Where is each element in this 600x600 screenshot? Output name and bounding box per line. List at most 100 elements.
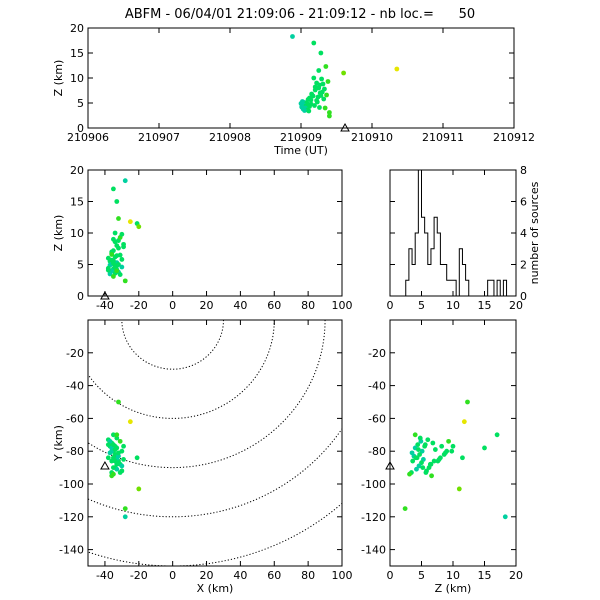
data-point [111,442,116,448]
data-point [109,458,115,464]
data-point [119,257,125,262]
y-tick-label: -140 [59,544,84,557]
data-point [111,186,116,192]
x-tick-label: 210912 [493,131,535,144]
histogram-bar [440,265,443,297]
x-tick-label: 100 [332,569,353,582]
x-axis-label: Z (km) [435,582,472,595]
data-point [432,447,438,452]
data-point [134,455,140,461]
histogram-bar [412,265,415,297]
y-tick-label: 15 [70,47,84,60]
data-point [419,448,425,454]
range-ring [88,427,342,518]
data-point [327,110,332,115]
data-point [460,455,465,461]
data-point [107,271,113,277]
x-axis-label: Time (UT) [273,144,328,157]
panel-1: 210906 210907 210908 210909 210910 210911 2109… [52,22,535,157]
panel-4: -40 -20 0 20 40 60 80 100 -20 -40 -60 -80 -100 -120 -1… [52,319,353,595]
x-tick-label: -40 [96,299,114,312]
x-tick-label: 0 [169,569,176,582]
data-point [419,460,424,466]
data-point [114,268,120,274]
x-tick-label: -20 [130,299,148,312]
y-tick-label: -80 [66,445,84,458]
x-tick-label: 210908 [209,131,251,144]
y-tick-label: 20 [70,164,84,177]
y-tick-label: -80 [368,445,386,458]
data-point [325,79,331,84]
station-marker [340,122,350,132]
x-axis-label: X (km) [197,582,234,595]
figure-title: ABFM - 06/04/01 21:09:06 - 21:09:12 - nb… [125,7,475,22]
x-tick-label: 210907 [138,131,180,144]
x-tick-label: -20 [130,569,148,582]
y-tick-label: -20 [368,347,386,360]
y-tick-label: -140 [361,544,386,557]
data-point [107,450,113,456]
y-tick-label: -60 [66,412,84,425]
data-point [302,108,307,113]
data-point [429,473,434,479]
data-point [117,470,123,475]
station-marker [100,290,110,300]
data-point [114,432,120,438]
y-tick-label: -120 [59,511,84,524]
x-tick-label: 60 [267,569,281,582]
x-tick-label: 5 [418,569,425,582]
x-tick-label: 0 [387,569,394,582]
data-point [423,470,429,475]
plot-frame [389,319,517,567]
panel-5: 0 5 10 15 20 -20 -40 -60 -80 -100 -120 -140 Z (km) [361,319,523,595]
data-point [122,514,128,520]
data-point [114,199,120,204]
data-point [119,448,125,454]
data-point [439,443,445,449]
data-point [136,486,142,492]
panel-2: -40 -20 0 20 40 60 80 100 0 5 10 15 20 Z (km) [52,164,353,312]
data-point [407,471,412,477]
data-point [121,443,126,449]
plot-frame [87,319,343,567]
data-point [119,231,125,237]
y-tick-label: 0 [520,290,527,303]
x-tick-label: 5 [418,299,425,312]
y-tick-label: 4 [520,227,527,240]
histogram-bar [447,280,450,296]
data-point [136,224,142,230]
x-tick-label: 80 [301,299,315,312]
data-point [127,219,133,225]
data-point [121,241,126,247]
x-tick-label: -40 [96,569,114,582]
data-point [425,437,431,443]
x-tick-label: 0 [169,299,176,312]
data-point [415,447,421,452]
data-point [449,448,455,454]
x-tick-label: 210910 [351,131,393,144]
data-point [311,75,317,81]
x-tick-label: 10 [446,299,460,312]
data-point [416,463,422,469]
data-point [402,506,408,511]
y-tick-label: 10 [70,72,84,85]
data-point [456,486,462,492]
data-point [119,463,125,469]
y-tick-label: 15 [70,196,84,209]
data-point [114,253,120,259]
y-tick-label: 5 [77,259,84,272]
data-point [412,432,418,438]
y-tick-label: -100 [59,478,84,491]
data-point [122,178,128,184]
data-point [415,442,421,448]
y-axis-label: Z (km) [52,60,65,97]
y-tick-label: -20 [66,347,84,360]
data-point [112,447,118,452]
data-point [450,443,456,449]
data-point [306,108,312,114]
x-tick-label: 40 [233,569,247,582]
data-point [427,461,433,467]
data-point [409,450,415,456]
data-point [324,92,329,98]
y-tick-label: -40 [66,380,84,393]
